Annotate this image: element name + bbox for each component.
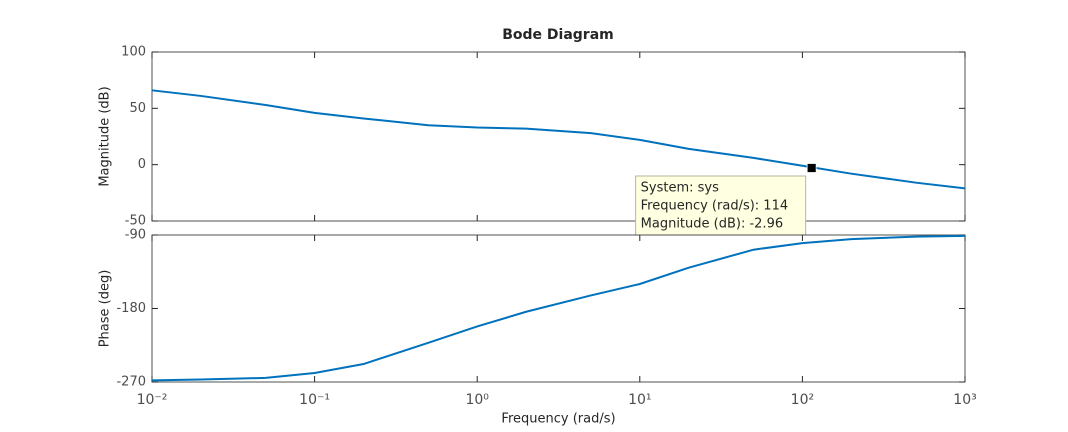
plot-area <box>151 51 966 222</box>
x-tick-label: 10⁻¹ <box>299 392 330 408</box>
datatip: System: sys Frequency (rad/s): 114 Magnitu… <box>635 163 817 237</box>
y-axis-label: Magnitude (dB) <box>98 86 113 186</box>
y-tick-label: 50 <box>129 101 146 116</box>
y-tick-label: -90 <box>125 228 146 243</box>
datatip-box <box>635 175 807 237</box>
series-line <box>151 89 966 190</box>
y-axis-label: Phase (deg) <box>98 270 113 348</box>
plot-area <box>151 234 966 383</box>
datatip-text: Frequency (rad/s): 114 <box>641 199 788 214</box>
y-tick-label: 100 <box>121 45 146 60</box>
x-tick-label: 10³ <box>953 392 976 408</box>
y-tick-label: -50 <box>125 214 146 229</box>
x-axis-label: Frequency (rad/s) <box>501 412 615 427</box>
x-tick-label: 10² <box>791 392 814 408</box>
datatip-marker <box>806 163 817 173</box>
datatip-text: System: sys <box>641 181 719 196</box>
x-tick-label: 10⁰ <box>465 392 489 408</box>
chart-title: Bode Diagram <box>502 27 614 43</box>
y-tick-label: -270 <box>116 375 146 390</box>
y-tick-label: -180 <box>116 301 146 316</box>
x-tick-label: 10¹ <box>628 392 651 408</box>
y-tick-label: 0 <box>138 157 146 172</box>
x-tick-label: 10⁻² <box>137 392 168 408</box>
datatip-text: Magnitude (dB): -2.96 <box>641 217 783 232</box>
series-line <box>151 234 966 382</box>
